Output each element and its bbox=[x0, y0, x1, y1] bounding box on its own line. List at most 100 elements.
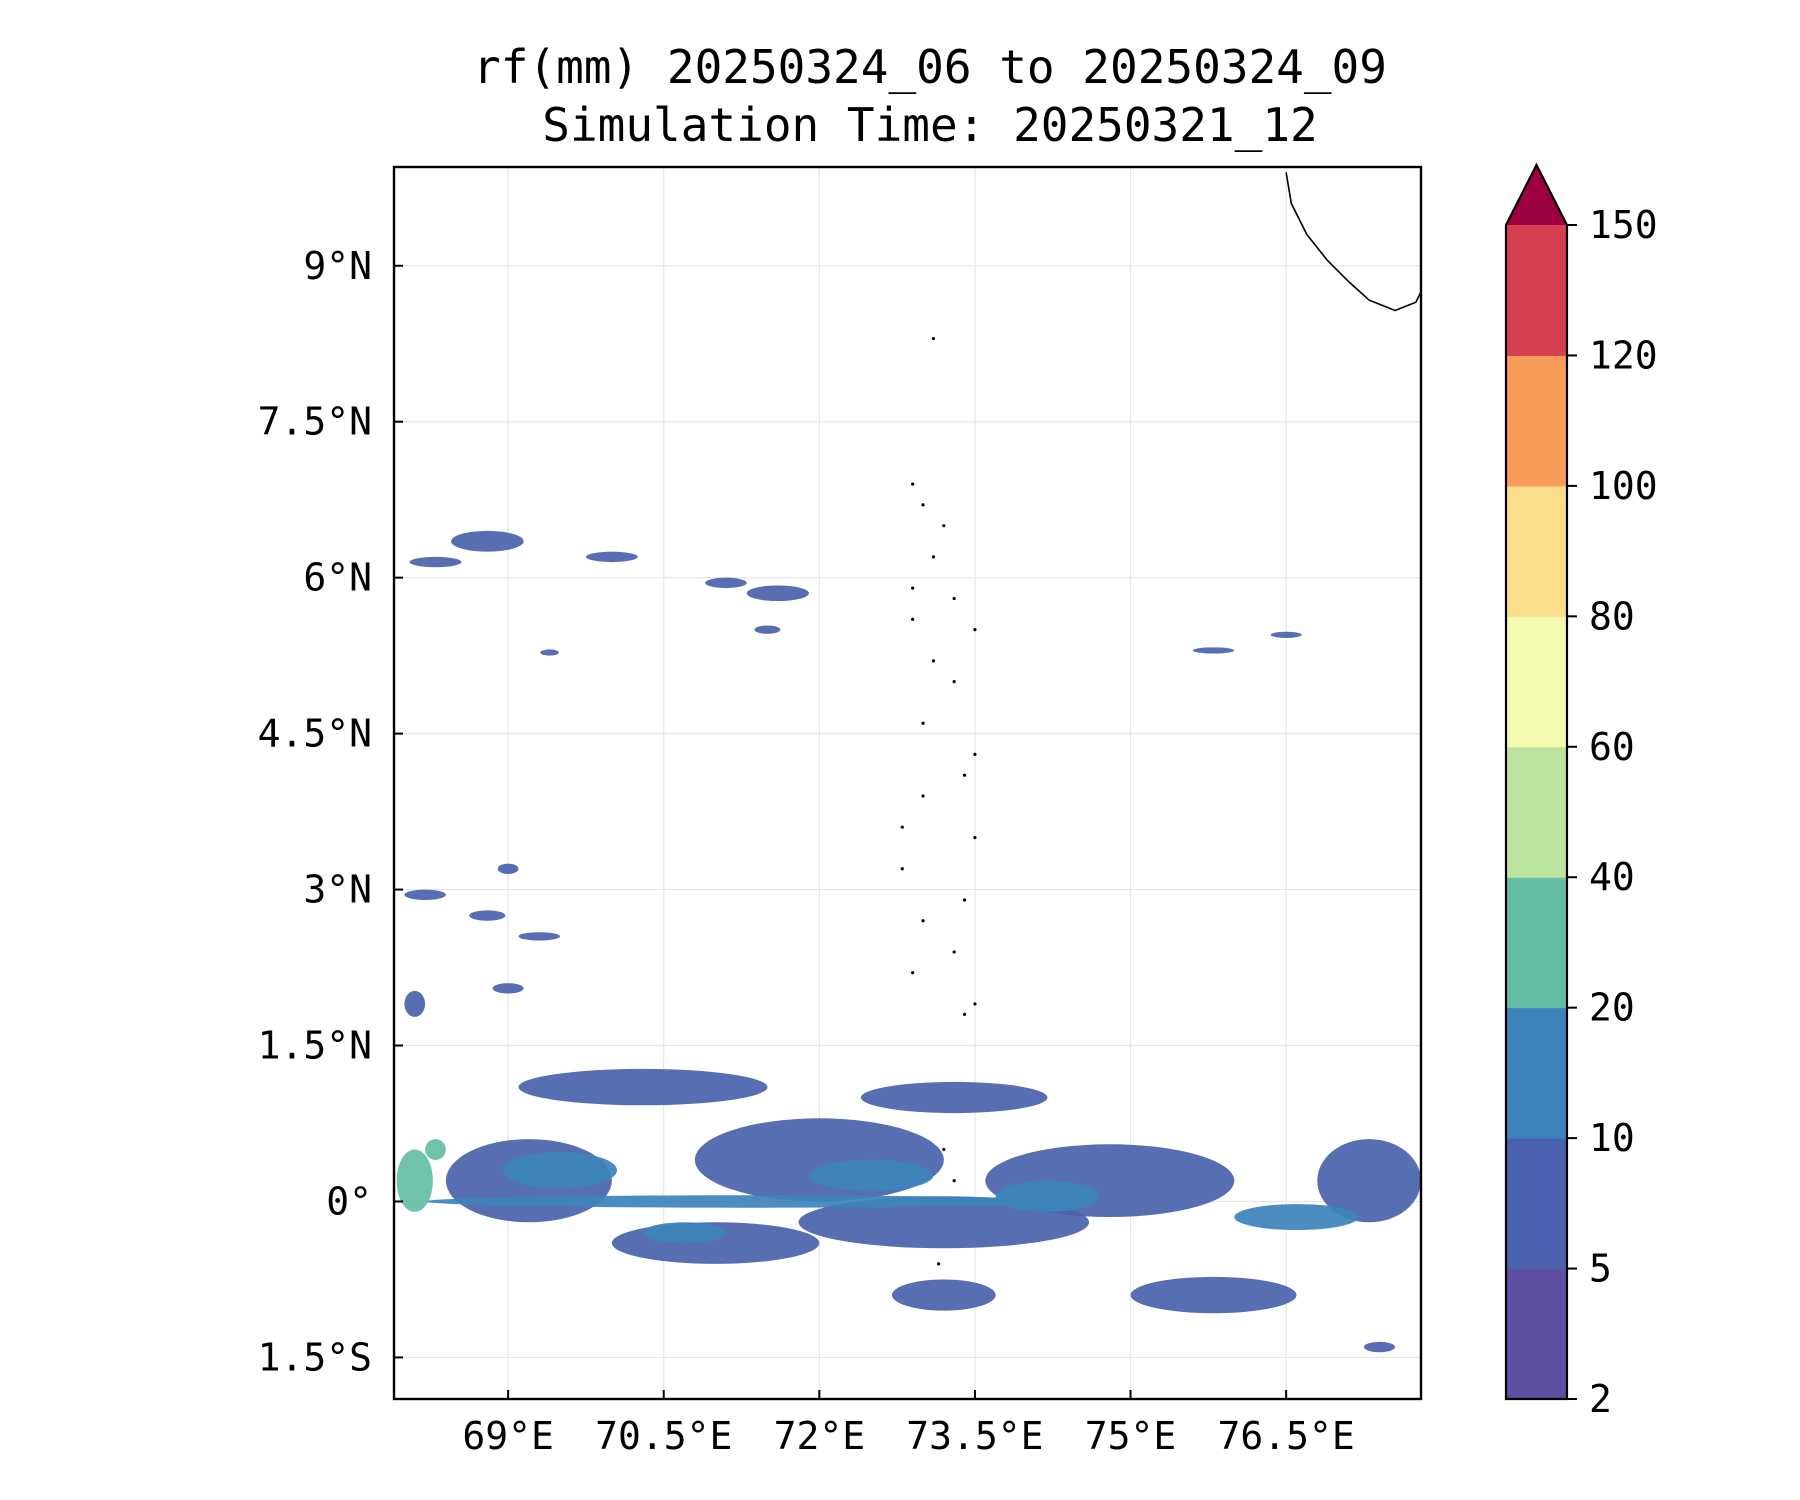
island-dot bbox=[973, 628, 977, 632]
colorbar-extend-arrow bbox=[1506, 165, 1567, 225]
island-dot bbox=[952, 950, 956, 954]
rain-feature bbox=[451, 530, 524, 552]
rain-feature bbox=[1234, 1204, 1359, 1231]
colorbar-outline bbox=[1504, 162, 1569, 1401]
chart-title: rf(mm) 20250324_06 to 20250324_09 bbox=[473, 40, 1387, 94]
rain-feature bbox=[798, 1196, 1090, 1249]
y-axis: 9°N 7.5°N 6°N 4.5°N 3°N 1.5°N 0° 1.5°S bbox=[258, 244, 403, 1379]
island-dot bbox=[952, 1179, 956, 1183]
island-dot bbox=[962, 898, 967, 902]
island-dot bbox=[931, 659, 936, 663]
rain-feature bbox=[746, 585, 809, 602]
rain-feature bbox=[808, 1159, 934, 1192]
island-dot bbox=[911, 617, 915, 621]
y-tick-label: 3°N bbox=[303, 868, 372, 912]
x-tick-label: 69°E bbox=[462, 1414, 554, 1458]
y-tick-label: 1.5°S bbox=[258, 1335, 372, 1379]
island-dot bbox=[973, 752, 977, 757]
colorbar-tick-label: 120 bbox=[1589, 333, 1658, 377]
rain-feature bbox=[860, 1081, 1048, 1114]
rain-feature bbox=[396, 1149, 433, 1212]
y-tick-label: 7.5°N bbox=[258, 400, 372, 444]
island-dot bbox=[942, 1147, 946, 1152]
y-tick-label: 0° bbox=[326, 1179, 372, 1223]
island-dot bbox=[921, 503, 925, 507]
rain-feature bbox=[425, 1195, 1069, 1208]
colorbar-tick-label: 80 bbox=[1589, 594, 1635, 638]
x-tick-label: 75°E bbox=[1085, 1414, 1177, 1458]
rain-feature bbox=[404, 990, 426, 1017]
rain-feature bbox=[995, 1180, 1100, 1212]
rain-feature bbox=[425, 1139, 446, 1160]
rain-feature bbox=[642, 1222, 726, 1244]
colorbar-bin bbox=[1506, 877, 1567, 1009]
island-dot bbox=[911, 586, 915, 590]
rain-feature bbox=[754, 625, 781, 634]
x-tick-label: 70.5°E bbox=[595, 1414, 732, 1458]
rain-feature bbox=[1317, 1139, 1421, 1223]
island-dot bbox=[973, 1002, 977, 1006]
rain-feature bbox=[502, 1152, 618, 1189]
rain-feature bbox=[705, 577, 747, 589]
rain-feature bbox=[1192, 647, 1235, 654]
rain-feature bbox=[518, 932, 560, 941]
island-dot bbox=[962, 773, 967, 777]
island-dot bbox=[937, 1262, 941, 1266]
island-dot bbox=[900, 867, 904, 871]
x-tick-label: 76.5°E bbox=[1218, 1414, 1355, 1458]
colorbar-tick-label: 5 bbox=[1589, 1247, 1612, 1291]
rain-feature bbox=[404, 889, 446, 900]
rain-feature bbox=[1363, 1341, 1396, 1353]
island-dot bbox=[921, 794, 925, 798]
island-dot bbox=[921, 919, 925, 923]
island-dot bbox=[921, 721, 925, 725]
map-frame bbox=[392, 165, 1423, 1401]
rain-feature bbox=[409, 556, 462, 568]
colorbar-tick-label: 2 bbox=[1589, 1377, 1612, 1421]
rain-feature bbox=[585, 551, 638, 563]
colorbar-bin bbox=[1506, 746, 1567, 878]
rain-feature bbox=[1130, 1276, 1297, 1314]
colorbar-tick-label: 150 bbox=[1589, 203, 1658, 247]
y-tick-label: 4.5°N bbox=[258, 712, 372, 756]
y-tick-label: 1.5°N bbox=[258, 1024, 372, 1068]
coastline bbox=[1285, 172, 1421, 312]
rainfall-field bbox=[396, 530, 1421, 1353]
rain-feature bbox=[497, 863, 519, 874]
rain-feature bbox=[891, 1279, 996, 1311]
x-tick-label: 72°E bbox=[774, 1414, 866, 1458]
colorbar-bin bbox=[1506, 355, 1567, 487]
island-dot bbox=[931, 555, 936, 559]
colorbar-bin bbox=[1506, 1268, 1567, 1400]
colorbar-tick-label: 40 bbox=[1589, 855, 1635, 899]
island-dot bbox=[900, 825, 904, 829]
chart-subtitle: Simulation Time: 20250321_12 bbox=[542, 98, 1318, 152]
colorbar-bin bbox=[1506, 485, 1567, 617]
island-dot bbox=[952, 596, 956, 601]
x-axis: 69°E 70.5°E 72°E 73.5°E 75°E 76.5°E bbox=[462, 1390, 1355, 1458]
island-dot bbox=[952, 680, 956, 684]
coastline-layer bbox=[900, 172, 1421, 1266]
island-dot bbox=[962, 1012, 967, 1016]
rain-feature bbox=[469, 910, 506, 921]
rain-feature bbox=[492, 983, 524, 994]
colorbar-bin bbox=[1506, 1138, 1567, 1270]
colorbar-tick-label: 10 bbox=[1589, 1116, 1635, 1160]
colorbar-tick-label: 100 bbox=[1589, 464, 1658, 508]
rain-feature bbox=[1270, 631, 1302, 638]
rain-feature bbox=[518, 1068, 768, 1106]
rain-feature bbox=[694, 1118, 944, 1202]
island-dot bbox=[911, 971, 915, 975]
colorbar-bin bbox=[1506, 1007, 1567, 1139]
island-dot bbox=[973, 835, 977, 840]
y-tick-label: 9°N bbox=[303, 244, 372, 288]
colorbar-tick-label: 20 bbox=[1589, 986, 1635, 1030]
island-dot bbox=[942, 524, 946, 528]
colorbar-tick-label: 60 bbox=[1589, 725, 1635, 769]
rain-feature bbox=[540, 649, 559, 656]
x-tick-label: 73.5°E bbox=[906, 1414, 1043, 1458]
colorbar: 2 5 10 20 40 60 80 100 120 150 bbox=[1504, 162, 1658, 1421]
y-tick-label: 6°N bbox=[303, 556, 372, 600]
island-dot bbox=[931, 336, 936, 341]
